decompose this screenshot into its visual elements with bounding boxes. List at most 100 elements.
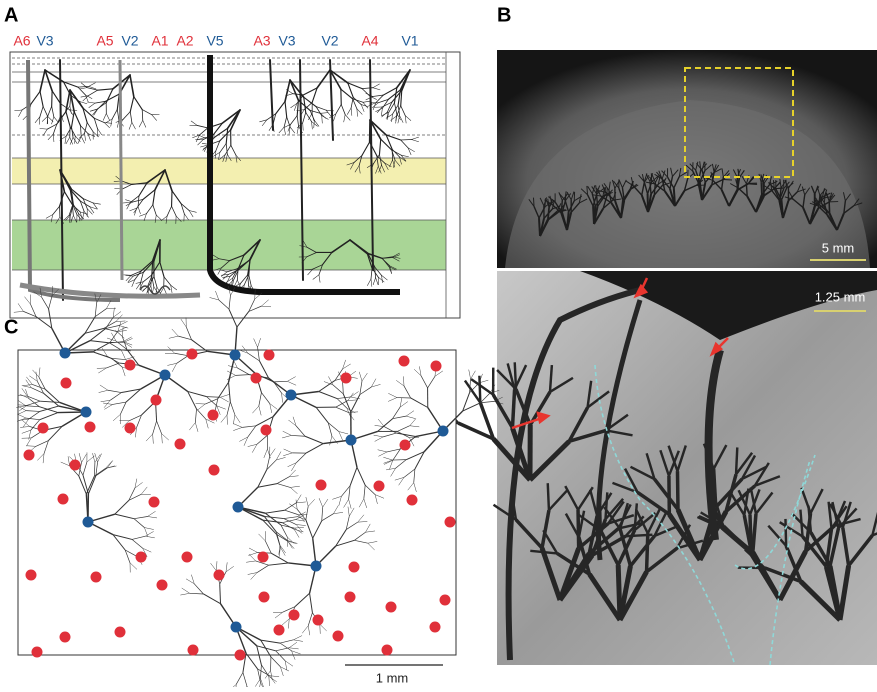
arteriole-dot	[235, 650, 246, 661]
arteriole-dot	[445, 517, 456, 528]
branch	[471, 371, 476, 379]
arteriole-dot	[258, 552, 269, 563]
arteriole-dot	[316, 480, 327, 491]
arteriole-dot	[125, 423, 136, 434]
branch	[259, 682, 261, 687]
cortex-drawing	[10, 52, 460, 318]
arteriole-dot	[345, 592, 356, 603]
branch	[119, 326, 128, 329]
panel-label: B	[497, 4, 511, 26]
branch	[469, 370, 471, 379]
panel-label: A	[4, 4, 18, 26]
branch	[785, 519, 786, 546]
branch	[736, 447, 737, 474]
branch	[677, 471, 678, 509]
branch	[750, 515, 751, 553]
arteriole-dot	[251, 373, 262, 384]
vessel-label: V2	[121, 33, 138, 49]
arteriole-dot	[115, 627, 126, 638]
branch	[285, 661, 287, 670]
venule-dot	[230, 350, 241, 361]
branch	[539, 218, 540, 236]
panel-label: C	[4, 316, 18, 338]
scale-label: 5 mm	[822, 240, 855, 255]
arteriole-dot	[26, 570, 37, 581]
arteriole-dot	[91, 572, 102, 583]
vessel-label: A5	[96, 33, 113, 49]
arteriole-dot	[382, 645, 393, 656]
branch	[480, 393, 490, 403]
branch	[285, 661, 293, 666]
arteriole-dot	[264, 350, 275, 361]
scale-label: 1 mm	[376, 670, 409, 685]
branch	[533, 198, 534, 207]
branch	[181, 319, 186, 327]
branch	[90, 341, 109, 343]
branch	[269, 676, 270, 686]
branch	[258, 338, 261, 347]
branch	[647, 533, 648, 571]
arteriole-dot	[209, 465, 220, 476]
venule-dot	[160, 370, 171, 381]
venule-dot	[83, 517, 94, 528]
branch	[236, 673, 243, 685]
venule-dot	[438, 426, 449, 437]
arteriole-dot	[341, 373, 352, 384]
arteriole-dot	[407, 495, 418, 506]
vessel-label: V2	[321, 33, 338, 49]
venule-dot	[346, 435, 357, 446]
arteriole-dot	[157, 580, 168, 591]
branch	[122, 327, 123, 337]
arteriole-dot	[70, 460, 81, 471]
venule-dot	[311, 561, 322, 572]
venule-dot	[60, 348, 71, 359]
arteriole-dot	[136, 552, 147, 563]
arteriole-dot	[85, 422, 96, 433]
arteriole-dot	[386, 602, 397, 613]
figure: A A6V3A5V2A1A2V5A3V3V2A4V1 B 5 mm	[0, 0, 877, 687]
branch	[269, 676, 277, 681]
arteriole-dot	[208, 410, 219, 421]
branch	[260, 665, 261, 679]
arteriole-dot	[274, 625, 285, 636]
venule-dot	[233, 502, 244, 513]
branch	[587, 186, 588, 195]
branch	[254, 339, 258, 348]
branch	[748, 184, 757, 185]
branch	[271, 657, 280, 667]
vessel-label: A4	[361, 33, 378, 49]
vessel-label: V3	[278, 33, 295, 49]
arteriole-dot	[149, 497, 160, 508]
scale-label: 1.25 mm	[815, 289, 866, 304]
drawing-frame	[10, 52, 460, 318]
arteriole-dot	[440, 595, 451, 606]
vessel-label: A1	[151, 33, 168, 49]
branch	[178, 336, 191, 340]
arteriole-dot	[349, 562, 360, 573]
branch	[186, 327, 191, 340]
arteriole-dot	[259, 592, 270, 603]
arteriole-dot	[431, 361, 442, 372]
branch	[512, 389, 514, 427]
branch	[169, 336, 178, 338]
arteriole-dot	[289, 610, 300, 621]
vessel-label: A2	[176, 33, 193, 49]
branch	[243, 673, 247, 686]
layer-band	[12, 220, 446, 270]
arteriole-dot	[399, 356, 410, 367]
arteriole-dot	[60, 632, 71, 643]
vessel-label: V5	[206, 33, 223, 49]
arteriole-dot	[187, 349, 198, 360]
venule-dot	[81, 407, 92, 418]
branch	[142, 110, 143, 121]
branch	[480, 401, 494, 402]
arteriole-dot	[261, 425, 272, 436]
vessel-label: A6	[13, 33, 30, 49]
arteriole-dot	[400, 440, 411, 451]
arteriole-dot	[374, 481, 385, 492]
arteriole-dot	[175, 439, 186, 450]
branch	[548, 483, 549, 510]
arteriole-dot	[125, 360, 136, 371]
branch	[116, 321, 126, 322]
